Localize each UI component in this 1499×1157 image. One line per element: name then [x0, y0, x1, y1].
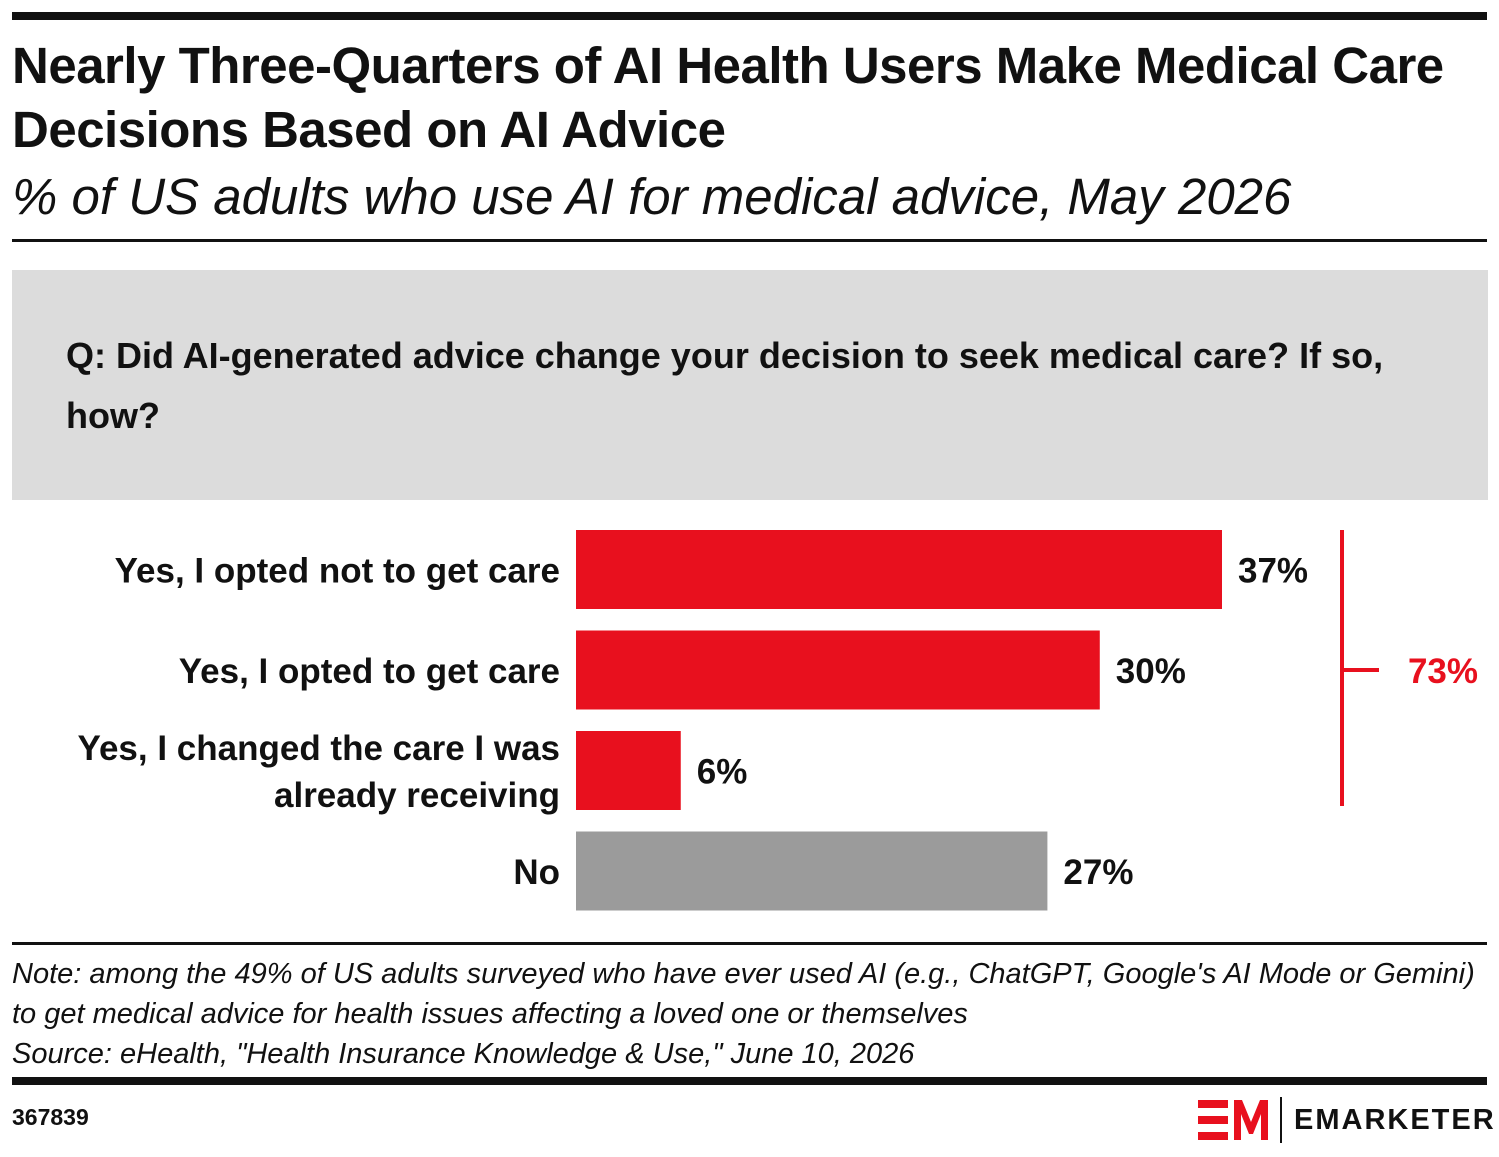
em-logo-icon: [1198, 1100, 1268, 1140]
brand-name: EMARKETER: [1294, 1103, 1496, 1136]
bracket-total-label: 73%: [1408, 652, 1478, 691]
value-label: 6%: [697, 753, 748, 792]
note-divider: [12, 942, 1487, 945]
value-label: 30%: [1116, 652, 1186, 691]
title-divider: [12, 239, 1487, 242]
question-text: Q: Did AI-generated advice change your d…: [66, 335, 1384, 436]
value-label: 37%: [1238, 552, 1308, 591]
brand-separator: [1280, 1097, 1282, 1143]
chart-id: 367839: [12, 1104, 89, 1130]
category-label: Yes, I opted not to get care: [115, 552, 560, 591]
chart-subtitle: % of US adults who use AI for medical ad…: [12, 168, 1292, 225]
bar: [576, 731, 681, 810]
question-panel: Q: Did AI-generated advice change your d…: [12, 270, 1488, 500]
brand-logo: EMARKETER: [1198, 1096, 1496, 1144]
category-label: already receiving: [274, 776, 560, 815]
bottom-rule: [12, 1077, 1487, 1085]
bar: [576, 831, 1048, 911]
category-label: Yes, I changed the care I was: [78, 729, 560, 768]
category-label: Yes, I opted to get care: [179, 652, 560, 691]
category-label: No: [513, 853, 560, 892]
bar: [576, 630, 1100, 710]
value-label: 27%: [1063, 853, 1133, 892]
footnote: Note: among the 49% of US adults surveye…: [12, 954, 1490, 1074]
chart-title: Nearly Three-Quarters of AI Health Users…: [12, 37, 1444, 158]
bar: [576, 530, 1222, 609]
source-text: Source: eHealth, "Health Insurance Knowl…: [12, 1038, 915, 1070]
note-text: Note: among the 49% of US adults surveye…: [12, 958, 1475, 1030]
top-rule: [12, 12, 1487, 20]
